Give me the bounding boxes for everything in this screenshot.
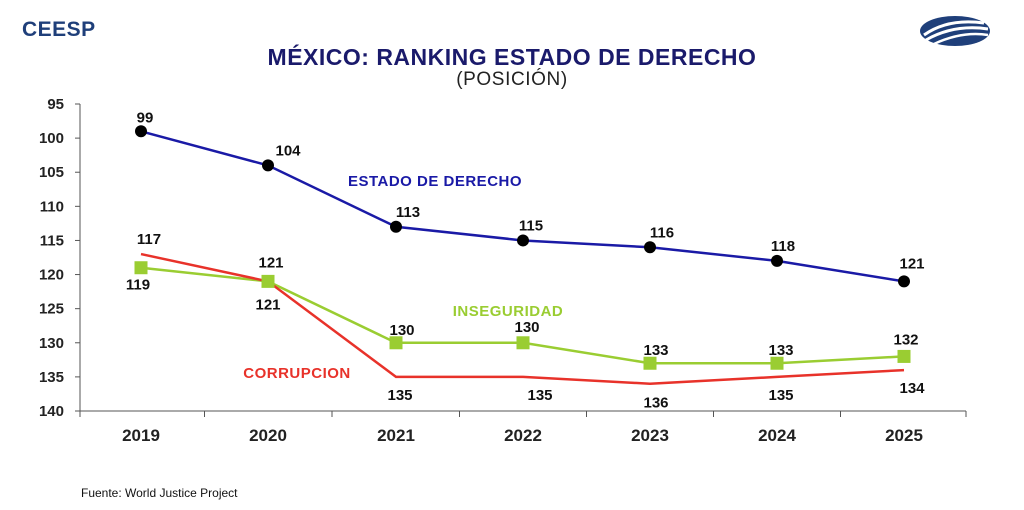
- series-label-corrupcion: CORRUPCION: [243, 365, 351, 382]
- point-inseguridad: [261, 274, 275, 288]
- point-inseguridad: [516, 336, 530, 350]
- data-label-estado: 121: [899, 255, 924, 272]
- point-inseguridad: [643, 356, 657, 370]
- ceesp-globe-logo-icon: [920, 16, 990, 46]
- y-tick-label: 115: [40, 232, 64, 249]
- x-tick-label: 2019: [122, 426, 160, 445]
- point-inseguridad: [389, 336, 403, 350]
- series-label-estado: ESTADO DE DERECHO: [348, 173, 522, 190]
- point-estado: [771, 254, 783, 267]
- source-note: Fuente: World Justice Project: [81, 486, 238, 500]
- y-tick-label: 95: [47, 96, 64, 113]
- data-label-corrupcion: 135: [768, 387, 793, 404]
- data-label-corrupcion: 121: [258, 254, 283, 271]
- data-label-estado: 104: [275, 142, 301, 159]
- data-label-estado: 118: [771, 238, 795, 255]
- data-label-corrupcion: 134: [899, 380, 925, 397]
- x-tick-label: 2020: [249, 426, 287, 445]
- series-line-estado: [140, 130, 905, 283]
- data-label-corrupcion: 135: [527, 387, 552, 404]
- data-label-inseguridad: 132: [893, 331, 918, 348]
- point-estado: [517, 234, 529, 247]
- data-label-inseguridad: 130: [514, 319, 539, 336]
- x-tick-label: 2021: [377, 426, 415, 445]
- y-tick-label: 105: [39, 164, 64, 181]
- data-label-inseguridad: 130: [389, 322, 414, 339]
- series-label-inseguridad: INSEGURIDAD: [453, 303, 564, 320]
- y-tick-label: 110: [40, 198, 64, 215]
- point-estado: [262, 159, 274, 172]
- y-tick-label: 140: [39, 403, 64, 420]
- data-label-inseguridad: 133: [643, 342, 668, 359]
- x-tick-label: 2023: [631, 426, 669, 445]
- x-tick-label: 2024: [758, 426, 796, 445]
- chart-title: MÉXICO: RANKING ESTADO DE DERECHO: [267, 44, 757, 70]
- data-label-estado: 113: [396, 204, 420, 221]
- point-estado: [135, 125, 147, 138]
- point-estado: [898, 275, 910, 288]
- y-tick-label: 125: [39, 301, 64, 318]
- point-inseguridad: [134, 261, 148, 275]
- data-label-inseguridad: 119: [126, 277, 150, 294]
- data-label-estado: 115: [519, 217, 543, 234]
- y-tick-label: 130: [39, 335, 64, 352]
- data-label-corrupcion: 136: [643, 395, 668, 412]
- x-tick-label: 2022: [504, 426, 542, 445]
- y-tick-label: 120: [39, 267, 64, 284]
- data-label-inseguridad: 133: [768, 342, 793, 359]
- y-tick-label: 100: [39, 130, 64, 147]
- data-label-inseguridad: 121: [255, 296, 280, 313]
- data-label-estado: 99: [137, 109, 154, 126]
- chart-subtitle: (POSICIÓN): [456, 69, 568, 90]
- data-label-corrupcion: 135: [387, 387, 412, 404]
- point-estado: [644, 241, 656, 254]
- brand-name: CEESP: [22, 18, 96, 41]
- point-inseguridad: [770, 356, 784, 370]
- data-label-estado: 116: [650, 224, 674, 241]
- x-tick-label: 2025: [885, 426, 923, 445]
- point-inseguridad: [897, 349, 911, 363]
- point-estado: [390, 220, 402, 233]
- data-label-corrupcion: 117: [137, 231, 161, 248]
- y-tick-label: 135: [39, 369, 64, 386]
